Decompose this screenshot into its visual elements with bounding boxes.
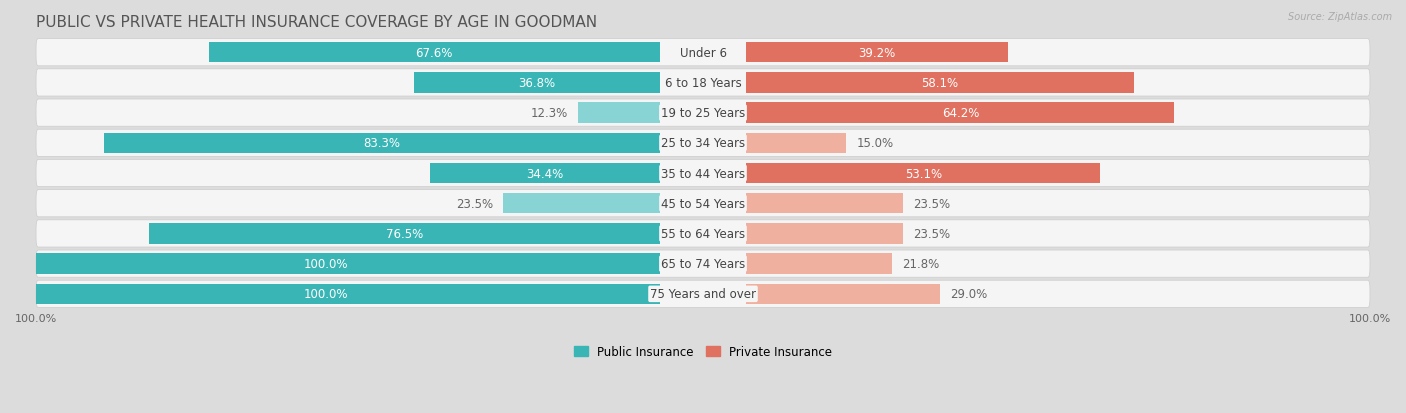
- Bar: [0, 254, 659, 274]
- Text: 34.4%: 34.4%: [526, 167, 564, 180]
- Text: 25 to 34 Years: 25 to 34 Years: [661, 137, 745, 150]
- Bar: [747, 103, 1174, 123]
- Bar: [0, 284, 659, 304]
- Bar: [747, 223, 903, 244]
- FancyBboxPatch shape: [37, 250, 1369, 278]
- Text: Source: ZipAtlas.com: Source: ZipAtlas.com: [1288, 12, 1392, 22]
- Text: 75 Years and over: 75 Years and over: [650, 287, 756, 301]
- Text: 83.3%: 83.3%: [363, 137, 401, 150]
- Text: Under 6: Under 6: [679, 47, 727, 59]
- Text: 100.0%: 100.0%: [304, 287, 349, 301]
- Text: 19 to 25 Years: 19 to 25 Years: [661, 107, 745, 120]
- Bar: [747, 193, 903, 214]
- Bar: [209, 43, 659, 63]
- Bar: [747, 254, 891, 274]
- Text: 23.5%: 23.5%: [456, 197, 494, 210]
- FancyBboxPatch shape: [37, 280, 1369, 308]
- FancyBboxPatch shape: [37, 160, 1369, 187]
- FancyBboxPatch shape: [37, 40, 1369, 66]
- Text: 29.0%: 29.0%: [949, 287, 987, 301]
- Text: 100.0%: 100.0%: [304, 257, 349, 271]
- Bar: [747, 43, 1008, 63]
- Text: 65 to 74 Years: 65 to 74 Years: [661, 257, 745, 271]
- Bar: [104, 133, 659, 154]
- Text: 45 to 54 Years: 45 to 54 Years: [661, 197, 745, 210]
- Text: 36.8%: 36.8%: [519, 77, 555, 90]
- Bar: [430, 164, 659, 184]
- Text: PUBLIC VS PRIVATE HEALTH INSURANCE COVERAGE BY AGE IN GOODMAN: PUBLIC VS PRIVATE HEALTH INSURANCE COVER…: [37, 15, 598, 30]
- Legend: Public Insurance, Private Insurance: Public Insurance, Private Insurance: [569, 341, 837, 363]
- Bar: [503, 193, 659, 214]
- Text: 76.5%: 76.5%: [387, 228, 423, 240]
- Text: 55 to 64 Years: 55 to 64 Years: [661, 228, 745, 240]
- Bar: [747, 284, 939, 304]
- FancyBboxPatch shape: [37, 70, 1369, 97]
- Bar: [747, 133, 846, 154]
- Text: 23.5%: 23.5%: [912, 228, 950, 240]
- Text: 58.1%: 58.1%: [921, 77, 959, 90]
- FancyBboxPatch shape: [37, 100, 1369, 127]
- Text: 67.6%: 67.6%: [416, 47, 453, 59]
- Text: 53.1%: 53.1%: [905, 167, 942, 180]
- Text: 12.3%: 12.3%: [530, 107, 568, 120]
- Bar: [747, 164, 1101, 184]
- Text: 21.8%: 21.8%: [901, 257, 939, 271]
- Bar: [415, 73, 659, 93]
- Text: 64.2%: 64.2%: [942, 107, 979, 120]
- Text: 35 to 44 Years: 35 to 44 Years: [661, 167, 745, 180]
- Text: 6 to 18 Years: 6 to 18 Years: [665, 77, 741, 90]
- FancyBboxPatch shape: [37, 130, 1369, 157]
- FancyBboxPatch shape: [37, 190, 1369, 217]
- Text: 23.5%: 23.5%: [912, 197, 950, 210]
- Text: 39.2%: 39.2%: [859, 47, 896, 59]
- Bar: [747, 73, 1133, 93]
- Bar: [149, 223, 659, 244]
- FancyBboxPatch shape: [37, 220, 1369, 247]
- Text: 15.0%: 15.0%: [856, 137, 893, 150]
- Bar: [578, 103, 659, 123]
